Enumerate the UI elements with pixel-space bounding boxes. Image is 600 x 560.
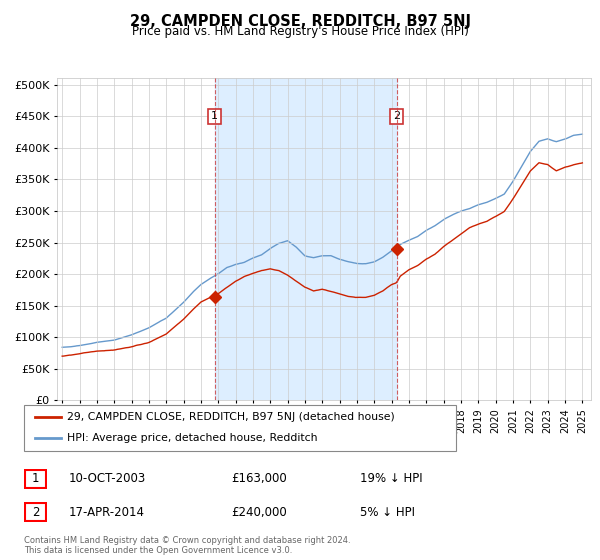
FancyBboxPatch shape <box>24 405 456 451</box>
Text: 17-APR-2014: 17-APR-2014 <box>69 506 145 519</box>
Bar <box>215 78 397 400</box>
Text: 5% ↓ HPI: 5% ↓ HPI <box>360 506 415 519</box>
Text: £240,000: £240,000 <box>231 506 287 519</box>
Text: £163,000: £163,000 <box>231 472 287 486</box>
Text: 29, CAMPDEN CLOSE, REDDITCH, B97 5NJ (detached house): 29, CAMPDEN CLOSE, REDDITCH, B97 5NJ (de… <box>67 412 395 422</box>
Text: 2: 2 <box>32 506 39 519</box>
Text: 2: 2 <box>393 111 400 122</box>
Text: 10-OCT-2003: 10-OCT-2003 <box>69 472 146 486</box>
Text: 29, CAMPDEN CLOSE, REDDITCH, B97 5NJ: 29, CAMPDEN CLOSE, REDDITCH, B97 5NJ <box>130 14 470 29</box>
Text: 1: 1 <box>211 111 218 122</box>
Text: 1: 1 <box>32 472 39 486</box>
FancyBboxPatch shape <box>25 503 46 521</box>
Text: Contains HM Land Registry data © Crown copyright and database right 2024.: Contains HM Land Registry data © Crown c… <box>24 536 350 545</box>
Text: HPI: Average price, detached house, Redditch: HPI: Average price, detached house, Redd… <box>67 433 318 444</box>
FancyBboxPatch shape <box>25 470 46 488</box>
Text: 19% ↓ HPI: 19% ↓ HPI <box>360 472 422 486</box>
Text: This data is licensed under the Open Government Licence v3.0.: This data is licensed under the Open Gov… <box>24 546 292 555</box>
Text: Price paid vs. HM Land Registry's House Price Index (HPI): Price paid vs. HM Land Registry's House … <box>131 25 469 38</box>
